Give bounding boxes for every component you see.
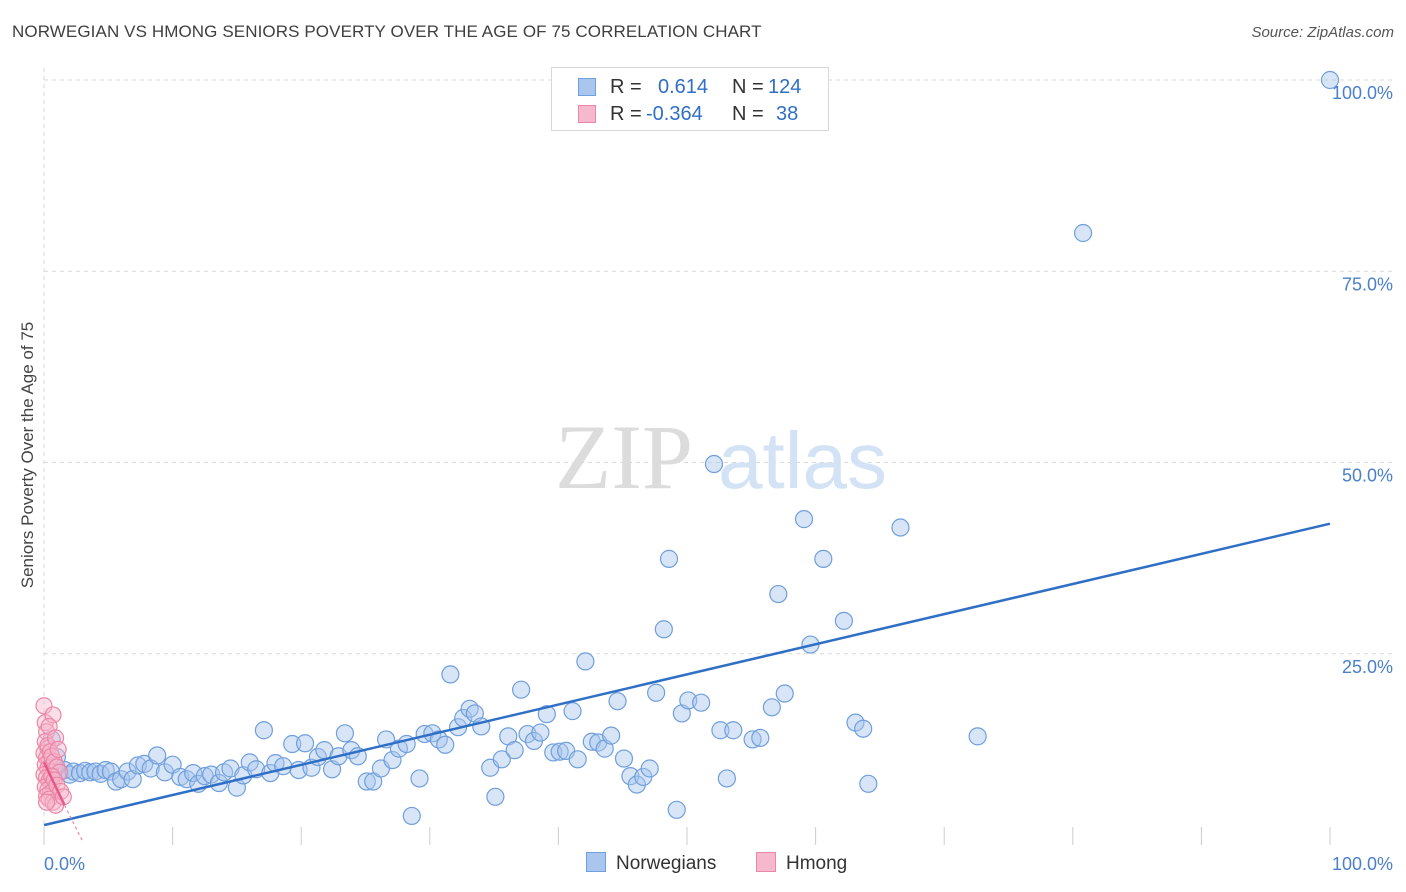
norwegians-point [724, 721, 743, 740]
norwegians-point [692, 693, 711, 712]
y-tick-label: 25.0% [1342, 657, 1393, 677]
norwegians-point [854, 719, 873, 738]
watermark-atlas: atlas [718, 416, 887, 505]
norwegians-point [647, 683, 666, 702]
x-axis-ticks [43, 827, 1331, 845]
y-tick-labels: 25.0% 50.0% 75.0% 100.0% [1332, 83, 1393, 677]
norwegians-point [859, 774, 878, 793]
bottom-legend-label-norwegians: Norwegians [616, 853, 717, 874]
legend-n-value: 124 [768, 76, 802, 98]
norwegians-point [614, 749, 634, 768]
source-label: Source: ZipAtlas.com [1251, 24, 1394, 41]
norwegians-point [441, 665, 460, 684]
hmong-point [49, 740, 67, 758]
norwegians-point [254, 721, 274, 740]
norwegians-point [505, 741, 524, 760]
norwegians-point [436, 735, 455, 754]
bottom-legend-swatch-hmong [756, 852, 776, 872]
norwegians-point [814, 549, 833, 568]
legend-swatch-norwegians [578, 78, 596, 96]
grid-lines [43, 68, 1392, 845]
hmong-points [35, 697, 72, 814]
norwegians-point [240, 753, 259, 772]
legend-r-value: -0.364 [646, 103, 703, 125]
norwegians-point [402, 806, 421, 826]
norwegians-point [654, 620, 673, 639]
x-tick-labels: 0.0% 100.0% [44, 854, 1393, 874]
legend-r-label: R = [610, 76, 642, 98]
norwegians-point [769, 584, 788, 604]
norwegians-point [563, 702, 582, 721]
norwegians-point [537, 705, 556, 724]
watermark-zip: ZIP [555, 406, 693, 508]
norwegians-point [335, 724, 355, 743]
bottom-legend-label-hmong: Hmong [786, 853, 848, 874]
norwegians-point [283, 734, 302, 754]
norwegians-point [602, 726, 621, 745]
legend-n-label: N = [732, 103, 764, 125]
norwegians-point [550, 742, 569, 761]
norwegians-point [711, 721, 730, 740]
norwegians-point [762, 698, 781, 717]
norwegians-point [486, 787, 505, 806]
norwegians-point [123, 770, 142, 789]
norwegians-point [410, 769, 429, 788]
y-tick-label: 50.0% [1342, 466, 1393, 486]
norwegians-point [640, 759, 659, 778]
norwegians-point [743, 730, 762, 749]
legend-n-label: N = [732, 76, 764, 98]
norwegians-point [531, 723, 550, 742]
y-tick-label: 75.0% [1342, 274, 1393, 294]
chart-title: NORWEGIAN VS HMONG SENIORS POVERTY OVER … [12, 22, 762, 41]
bottom-legend-swatch-norwegians [586, 852, 606, 872]
norwegians-point [775, 684, 794, 703]
norwegians-point [135, 754, 154, 774]
norwegians-point [608, 692, 627, 711]
norwegians-point [667, 800, 686, 819]
norwegians-point [968, 727, 987, 746]
norwegians-point [576, 652, 595, 671]
norwegians-trend-line [43, 522, 1331, 827]
norwegians-point [274, 757, 293, 776]
norwegians-point [659, 549, 679, 568]
norwegians-point [512, 680, 531, 699]
hmong-trend-line [42, 761, 66, 806]
norwegians-point [794, 510, 814, 529]
hmong-point [35, 697, 53, 715]
norwegians-point [148, 746, 167, 765]
bottom-legend-norwegians: Norwegians [586, 852, 716, 875]
norwegians-point [704, 454, 724, 474]
norwegians-point [295, 734, 315, 753]
norwegians-point [568, 750, 587, 769]
norwegians-point [717, 769, 736, 788]
hmong-trend-extension [64, 804, 84, 842]
norwegians-point [492, 750, 511, 769]
hmong-point [37, 793, 56, 811]
norwegians-point [383, 750, 402, 770]
norwegians-point [1320, 70, 1340, 90]
legend-swatch-hmong [578, 105, 596, 123]
norwegians-point [751, 728, 770, 748]
watermark: ZIP atlas [555, 406, 887, 508]
legend-r-label: R = [610, 103, 642, 125]
legend: R = 0.614 N = 124 R = -0.364 N = 38 [551, 67, 829, 131]
bottom-legend-hmong: Hmong [756, 852, 847, 875]
norwegians-point [834, 611, 853, 630]
x-tick-label: 100.0% [1332, 854, 1393, 874]
legend-n-value: 38 [776, 103, 799, 125]
norwegians-point [357, 772, 376, 791]
trend-lines [42, 522, 1331, 842]
legend-r-value: 0.614 [658, 76, 709, 98]
x-tick-label: 0.0% [44, 854, 85, 874]
norwegians-point [891, 518, 910, 537]
y-tick-label: 100.0% [1332, 83, 1393, 103]
norwegians-point [1073, 223, 1093, 243]
norwegians-point [184, 763, 203, 783]
